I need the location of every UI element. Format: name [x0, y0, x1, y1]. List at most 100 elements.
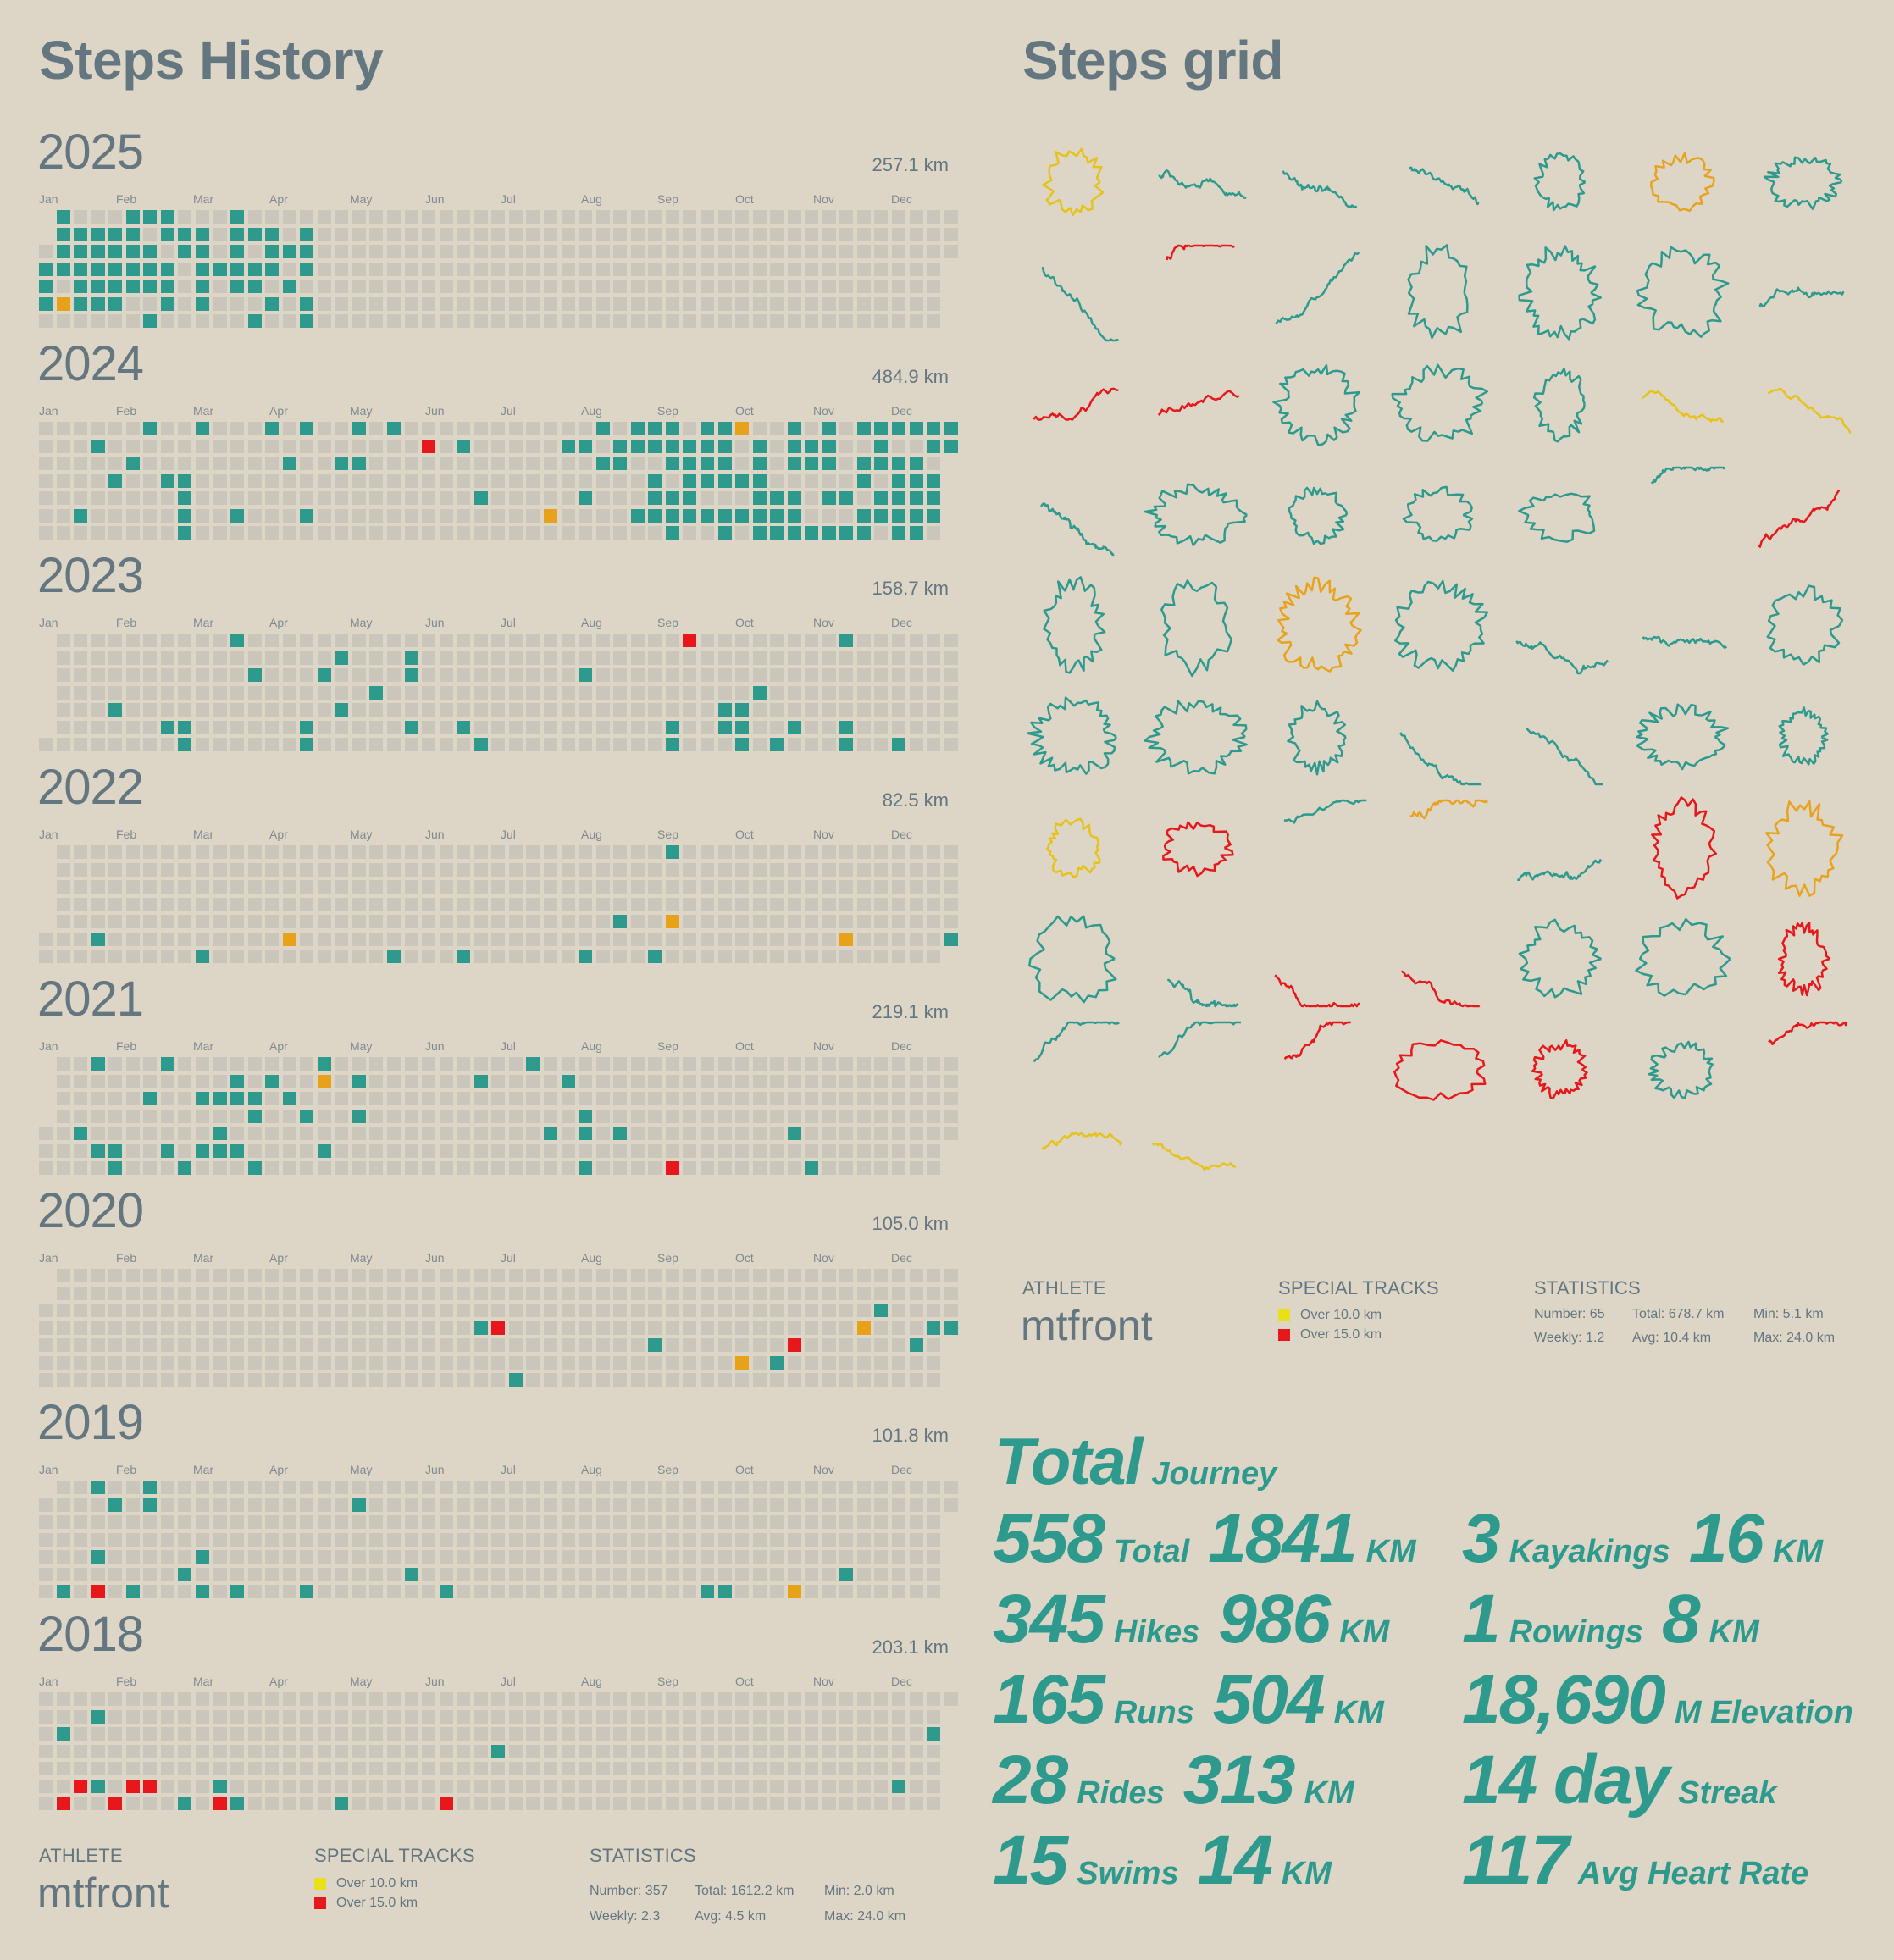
- day-cell[interactable]: [474, 1567, 488, 1581]
- day-cell[interactable]: [595, 1585, 610, 1599]
- day-cell-active[interactable]: [683, 508, 697, 523]
- day-cell-active[interactable]: [683, 439, 697, 453]
- day-cell[interactable]: [56, 897, 70, 911]
- day-cell[interactable]: [683, 1567, 697, 1581]
- day-cell[interactable]: [839, 210, 854, 224]
- day-cell[interactable]: [613, 738, 628, 752]
- day-cell[interactable]: [404, 1779, 418, 1793]
- day-cell[interactable]: [717, 1074, 732, 1088]
- day-cell[interactable]: [648, 668, 662, 683]
- day-cell[interactable]: [648, 1143, 662, 1158]
- day-cell[interactable]: [457, 1779, 471, 1793]
- day-cell[interactable]: [508, 1550, 523, 1564]
- day-cell[interactable]: [213, 473, 227, 488]
- day-cell[interactable]: [717, 1779, 732, 1793]
- day-cell[interactable]: [822, 1744, 836, 1758]
- day-cell[interactable]: [387, 1355, 401, 1370]
- day-cell[interactable]: [595, 1762, 610, 1776]
- day-cell[interactable]: [579, 1567, 593, 1581]
- day-cell[interactable]: [491, 738, 506, 752]
- day-cell[interactable]: [892, 1161, 905, 1176]
- day-cell[interactable]: [683, 685, 697, 700]
- day-cell[interactable]: [213, 422, 227, 435]
- route-thumbnail[interactable]: [1753, 797, 1854, 899]
- day-cell[interactable]: [439, 1074, 453, 1088]
- day-cell[interactable]: [787, 245, 801, 259]
- day-cell[interactable]: [822, 685, 836, 700]
- day-cell[interactable]: [352, 634, 366, 647]
- day-cell[interactable]: [56, 1567, 70, 1581]
- day-cell[interactable]: [544, 651, 557, 665]
- day-cell-active[interactable]: [74, 227, 88, 241]
- day-cell[interactable]: [352, 1321, 366, 1335]
- day-cell[interactable]: [491, 932, 506, 946]
- day-cell-active[interactable]: [213, 1143, 227, 1158]
- day-cell[interactable]: [247, 1304, 262, 1318]
- day-cell[interactable]: [300, 1304, 314, 1318]
- day-cell[interactable]: [178, 1727, 192, 1741]
- day-cell[interactable]: [717, 210, 732, 224]
- day-cell-active[interactable]: [91, 262, 105, 276]
- day-cell[interactable]: [561, 473, 575, 488]
- day-cell[interactable]: [770, 1709, 784, 1724]
- day-cell[interactable]: [108, 1779, 123, 1793]
- day-cell[interactable]: [822, 651, 836, 665]
- day-cell[interactable]: [526, 262, 540, 276]
- day-cell[interactable]: [196, 862, 209, 877]
- day-cell[interactable]: [300, 1074, 314, 1088]
- day-cell[interactable]: [561, 668, 575, 683]
- day-cell[interactable]: [56, 1321, 70, 1335]
- day-cell[interactable]: [439, 473, 453, 488]
- day-cell[interactable]: [805, 1321, 819, 1335]
- day-cell[interactable]: [422, 1074, 436, 1088]
- day-cell[interactable]: [927, 314, 940, 329]
- route-thumbnail[interactable]: [1145, 797, 1247, 899]
- day-cell[interactable]: [108, 1109, 123, 1123]
- day-cell[interactable]: [457, 1797, 471, 1811]
- day-cell[interactable]: [439, 1567, 453, 1581]
- day-cell[interactable]: [108, 685, 123, 700]
- day-cell[interactable]: [892, 1338, 905, 1353]
- day-cell[interactable]: [770, 227, 784, 241]
- day-cell[interactable]: [213, 915, 227, 929]
- day-cell[interactable]: [561, 1727, 575, 1741]
- day-cell[interactable]: [508, 1286, 523, 1300]
- day-cell[interactable]: [595, 1550, 610, 1564]
- day-cell[interactable]: [335, 1304, 349, 1318]
- day-cell[interactable]: [874, 314, 889, 329]
- day-cell[interactable]: [579, 651, 593, 665]
- day-cell[interactable]: [282, 1585, 296, 1599]
- day-cell[interactable]: [735, 280, 749, 294]
- day-cell[interactable]: [352, 685, 366, 700]
- day-cell[interactable]: [74, 862, 88, 877]
- day-cell[interactable]: [909, 1269, 923, 1282]
- day-cell[interactable]: [265, 720, 280, 734]
- day-cell[interactable]: [300, 651, 314, 665]
- day-cell[interactable]: [909, 1074, 923, 1088]
- day-cell[interactable]: [595, 473, 610, 488]
- day-cell[interactable]: [909, 703, 923, 717]
- day-cell[interactable]: [56, 491, 70, 506]
- day-cell[interactable]: [735, 950, 749, 964]
- day-cell[interactable]: [457, 526, 471, 540]
- day-cell[interactable]: [648, 651, 662, 665]
- day-cell[interactable]: [717, 1567, 732, 1581]
- day-cell-active[interactable]: [74, 245, 88, 259]
- day-cell[interactable]: [856, 1373, 871, 1387]
- route-thumbnail[interactable]: [1266, 1019, 1368, 1121]
- day-cell[interactable]: [665, 1321, 679, 1335]
- route-thumbnail[interactable]: [1388, 353, 1490, 455]
- day-cell[interactable]: [752, 932, 767, 946]
- day-cell-active[interactable]: [247, 668, 262, 683]
- day-cell[interactable]: [683, 1744, 697, 1758]
- day-cell[interactable]: [700, 668, 714, 683]
- day-cell-active[interactable]: [91, 439, 105, 453]
- day-cell[interactable]: [387, 845, 401, 859]
- day-cell[interactable]: [160, 1373, 174, 1387]
- day-cell[interactable]: [892, 280, 905, 294]
- day-cell[interactable]: [457, 1709, 471, 1724]
- day-cell[interactable]: [352, 210, 366, 224]
- day-cell[interactable]: [91, 1304, 105, 1318]
- day-cell[interactable]: [561, 1532, 575, 1547]
- day-cell[interactable]: [230, 439, 245, 453]
